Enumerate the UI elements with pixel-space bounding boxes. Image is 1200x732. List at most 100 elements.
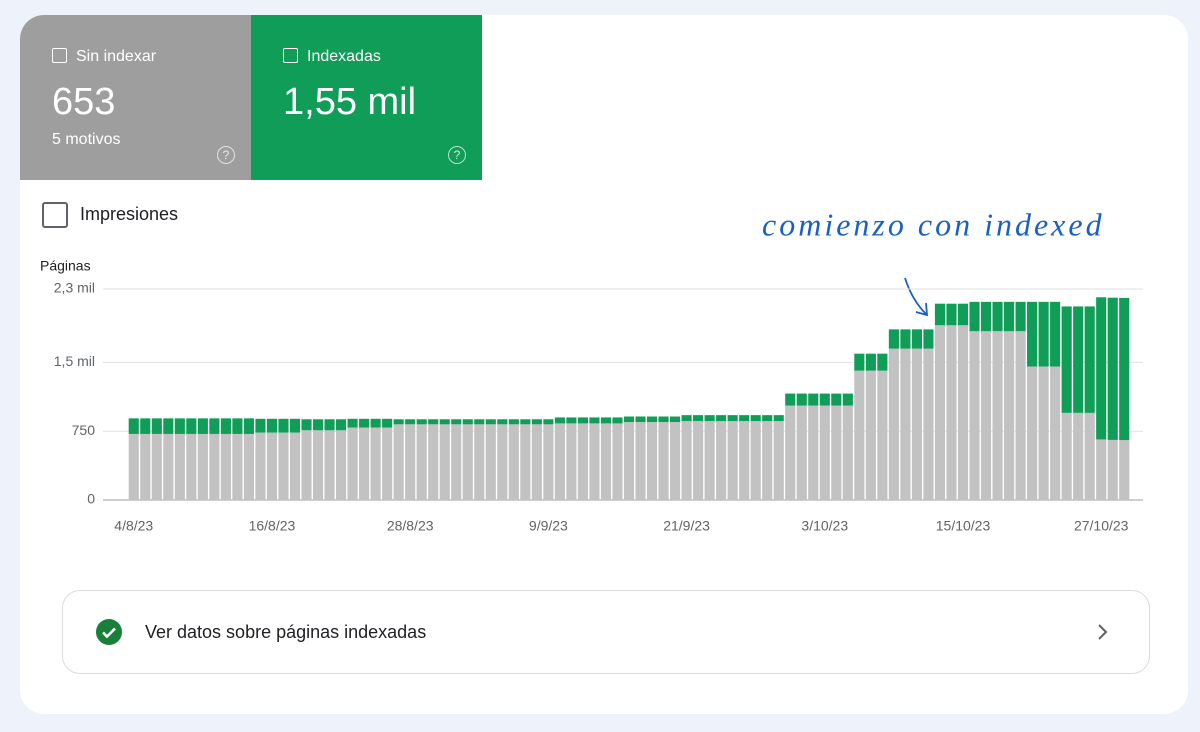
bar-segment <box>428 424 439 500</box>
bar-segment <box>600 417 612 424</box>
bar-segment <box>508 419 519 425</box>
tab-not-indexed[interactable]: Sin indexar 653 5 motivos ? <box>20 15 251 180</box>
bar-segment <box>359 427 370 500</box>
link-text: Ver datos sobre páginas indexadas <box>145 622 427 642</box>
help-icon[interactable]: ? <box>217 146 235 164</box>
annotation: comienzo con indexed <box>762 206 1105 242</box>
bar-segment <box>140 433 151 500</box>
bar-segment <box>1004 301 1015 332</box>
bar-segment <box>819 405 830 500</box>
bar-segment <box>186 433 197 500</box>
bar-segment <box>1038 366 1049 500</box>
bar-segment <box>842 393 853 406</box>
bar-segment <box>946 325 957 500</box>
bar-segment <box>796 393 807 406</box>
help-icon[interactable]: ? <box>448 146 466 164</box>
bar-segment <box>1096 297 1107 440</box>
bar-segment <box>278 432 289 500</box>
bar-segment <box>716 415 727 422</box>
bar-segment <box>969 331 980 500</box>
annotation-arrow <box>904 277 929 317</box>
bar-segment <box>382 427 393 500</box>
bar-segment <box>405 419 416 425</box>
bar-segment <box>980 301 992 332</box>
bar-segment <box>393 424 404 500</box>
bar-segment <box>554 417 565 424</box>
tab-value: 653 <box>52 81 116 123</box>
bar-segment <box>312 430 324 500</box>
bar-segment <box>1015 301 1026 332</box>
bar-segment <box>197 433 208 500</box>
bar-segment <box>474 419 485 425</box>
bar-segment <box>1061 412 1072 500</box>
bar-segment <box>762 421 773 500</box>
bar-segment <box>900 348 911 500</box>
y-tick-label: 750 <box>72 422 96 438</box>
bar-segment <box>681 415 692 422</box>
bar-segment <box>911 348 922 500</box>
bar-segment <box>255 418 266 433</box>
bar-segment <box>428 419 439 425</box>
bar-segment <box>727 415 738 422</box>
bar-segment <box>888 329 899 349</box>
tab-label: Indexadas <box>307 48 381 65</box>
bar-segment <box>957 325 969 500</box>
bar-segment <box>762 415 773 422</box>
bar-segment <box>451 419 462 425</box>
bar-segment <box>589 423 600 500</box>
bar-segment <box>808 393 819 406</box>
y-tick-label: 0 <box>87 491 95 507</box>
x-tick-label: 4/8/23 <box>114 518 153 534</box>
bar-segment <box>289 432 301 500</box>
bar-segment <box>923 329 934 349</box>
bar-segment <box>531 424 542 500</box>
bar-segment <box>163 433 174 500</box>
bar-segment <box>393 419 404 425</box>
bar-segment <box>151 418 162 434</box>
y-tick-label: 2,3 mil <box>54 280 95 296</box>
bar-segment <box>347 427 358 500</box>
bar-segment <box>336 430 347 500</box>
bar-segment <box>197 418 208 434</box>
bar-segment <box>612 417 623 424</box>
bar-segment <box>220 418 231 434</box>
bar-segment <box>670 422 681 500</box>
x-tick-label: 28/8/23 <box>387 518 434 534</box>
bar-segment <box>1038 301 1049 367</box>
bar-segment <box>1096 439 1107 500</box>
bar-segment <box>324 419 335 431</box>
link-card[interactable]: Ver datos sobre páginas indexadas <box>62 590 1150 674</box>
bar-segment <box>140 418 151 434</box>
bar-segment <box>704 421 715 500</box>
bar-segment <box>693 421 704 500</box>
bar-segment <box>1027 301 1038 367</box>
bar-segment <box>946 303 957 326</box>
bar-segment <box>266 418 278 433</box>
bar-segment <box>439 424 450 500</box>
bar-segment <box>704 415 715 422</box>
bar-segment <box>462 424 473 500</box>
tab-sub: 5 motivos <box>52 131 121 148</box>
bar-segment <box>301 430 312 500</box>
bar-segment <box>243 433 254 500</box>
bar-segment <box>543 424 554 500</box>
bar-segment <box>462 419 473 425</box>
tab-indexed[interactable]: Indexadas 1,55 mil ? <box>251 15 482 180</box>
bar-segment <box>923 348 934 500</box>
bar-segment <box>405 424 416 500</box>
bar-segment <box>382 418 393 428</box>
y-axis-label: Páginas <box>40 258 91 274</box>
bar-segment <box>612 423 623 500</box>
bar-segment <box>1061 306 1072 413</box>
bar-segment <box>416 424 427 500</box>
x-tick-label: 21/9/23 <box>663 518 710 534</box>
bar-segment <box>808 405 819 500</box>
bar-segment <box>1073 412 1084 500</box>
bar-segment <box>1050 301 1061 367</box>
bar-segment <box>1107 297 1118 440</box>
bar-segment <box>900 329 911 349</box>
bar-segment <box>992 301 1003 332</box>
bar-segment <box>992 331 1003 500</box>
bar-segment <box>151 433 162 500</box>
bar-segment <box>451 424 462 500</box>
